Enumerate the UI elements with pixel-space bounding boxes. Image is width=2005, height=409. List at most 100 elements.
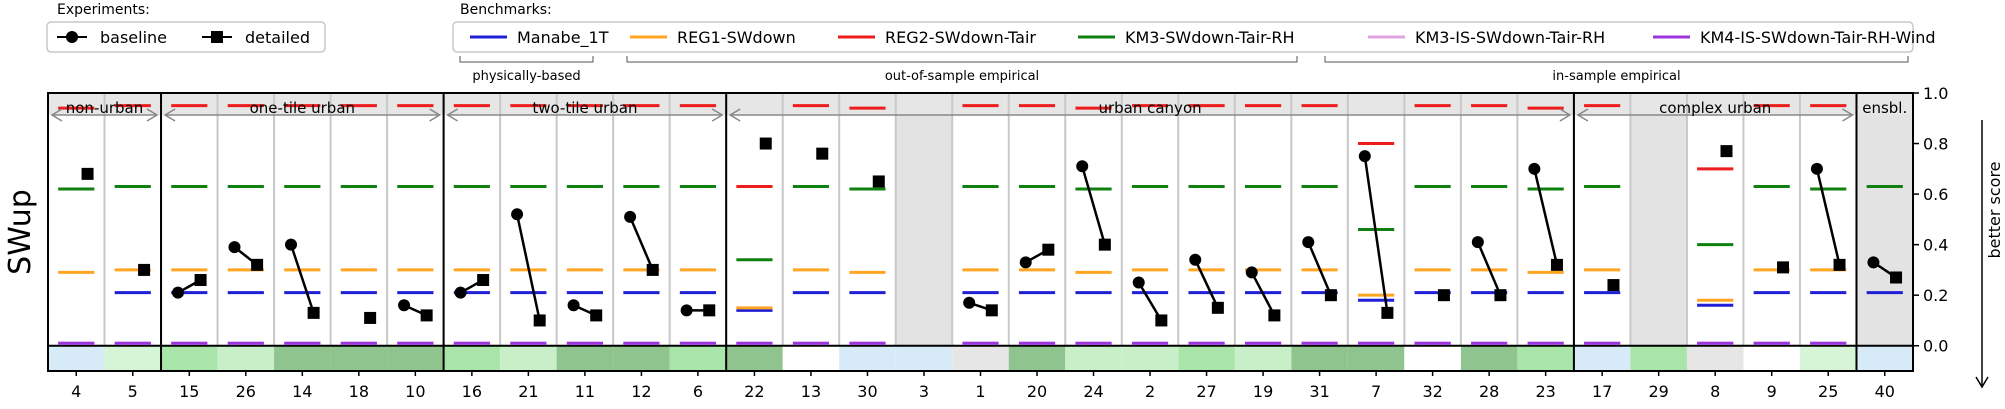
group-label-0: non-urban bbox=[66, 99, 144, 117]
baseline-point bbox=[228, 241, 241, 254]
baseline-point bbox=[1471, 236, 1484, 249]
benchmark-group-bracket-0 bbox=[459, 56, 594, 63]
category-strip-18 bbox=[330, 345, 388, 371]
category-strip-9 bbox=[1743, 345, 1800, 371]
detailed-point bbox=[364, 311, 377, 324]
detailed-point bbox=[646, 263, 659, 276]
experiment-connector bbox=[1815, 168, 1841, 266]
category-strip-22 bbox=[726, 345, 783, 371]
category-strip-28 bbox=[1460, 345, 1518, 371]
baseline-point bbox=[1132, 276, 1145, 289]
experiment-connector bbox=[289, 244, 315, 314]
x-tick-label-12: 12 bbox=[631, 382, 651, 401]
group-label-2: two-tile urban bbox=[532, 99, 637, 117]
category-strip-11 bbox=[556, 345, 614, 371]
baseline-point bbox=[1245, 266, 1258, 279]
x-tick-label-29: 29 bbox=[1649, 382, 1669, 401]
group-arrow-right bbox=[429, 108, 442, 122]
detailed-point bbox=[307, 306, 320, 319]
category-strip-27 bbox=[1178, 345, 1235, 371]
experiment-connector bbox=[1137, 281, 1163, 322]
x-tick-label-13: 13 bbox=[801, 382, 821, 401]
x-tick-label-26: 26 bbox=[236, 382, 256, 401]
x-tick-label-10: 10 bbox=[405, 382, 425, 401]
group-header-band bbox=[48, 93, 1913, 115]
detailed-point bbox=[1550, 258, 1563, 271]
detailed-point bbox=[533, 314, 546, 327]
category-strip-29 bbox=[1630, 345, 1687, 371]
detailed-point bbox=[1042, 243, 1055, 256]
experiment-connector bbox=[1533, 168, 1559, 266]
detailed-legend-marker bbox=[211, 31, 223, 43]
experiments-legend-title: Experiments: bbox=[57, 2, 150, 18]
baseline-point bbox=[1019, 256, 1032, 269]
category-strip-6 bbox=[669, 345, 727, 371]
benchmark-legend-label-r2: REG2-SWdown-Tair bbox=[885, 28, 1036, 47]
x-tick-label-14: 14 bbox=[292, 382, 312, 401]
benchmark-legend-label-m: Manabe_1T bbox=[517, 28, 609, 48]
baseline-point bbox=[1302, 236, 1315, 249]
group-arrow-left bbox=[163, 108, 176, 122]
x-tick-label-17: 17 bbox=[1592, 382, 1612, 401]
x-tick-label-2: 2 bbox=[1145, 382, 1155, 401]
x-tick-label-16: 16 bbox=[462, 382, 482, 401]
category-strip-31 bbox=[1291, 345, 1348, 371]
experiment-connector bbox=[515, 214, 541, 321]
x-tick-label-11: 11 bbox=[575, 382, 595, 401]
detailed-point bbox=[816, 147, 829, 160]
category-strip-25 bbox=[1799, 345, 1857, 371]
empty-column-40 bbox=[1856, 93, 1913, 346]
group-label-1: one-tile urban bbox=[250, 99, 355, 117]
benchmark-legend-label-r1: REG1-SWdown bbox=[677, 28, 796, 47]
x-tick-label-31: 31 bbox=[1309, 382, 1329, 401]
empty-column-3 bbox=[895, 93, 953, 346]
baseline-point bbox=[567, 299, 580, 312]
benchmark-legend-label-k4: KM4-IS-SWdown-Tair-RH-Wind bbox=[1700, 28, 1936, 47]
baseline-point bbox=[171, 286, 184, 299]
group-arrow-right bbox=[1559, 108, 1572, 122]
x-tick-label-1: 1 bbox=[975, 382, 985, 401]
detailed-point bbox=[251, 258, 264, 271]
x-tick-label-7: 7 bbox=[1371, 382, 1381, 401]
baseline-point bbox=[963, 296, 976, 309]
x-tick-label-28: 28 bbox=[1479, 382, 1499, 401]
detailed-point bbox=[1437, 289, 1450, 302]
benchmark-group-label-1: out-of-sample empirical bbox=[885, 69, 1039, 84]
category-strip-5 bbox=[104, 345, 162, 371]
category-strip-12 bbox=[613, 345, 670, 371]
x-tick-label-8: 8 bbox=[1710, 382, 1720, 401]
detailed-point bbox=[759, 137, 772, 150]
baseline-point bbox=[454, 286, 467, 299]
experiments-legend: Experiments: baseline detailed bbox=[46, 2, 326, 53]
baseline-point bbox=[1867, 256, 1880, 269]
baseline-point bbox=[1810, 162, 1823, 175]
category-strip-3 bbox=[895, 345, 953, 371]
x-tick-label-25: 25 bbox=[1818, 382, 1838, 401]
detailed-point bbox=[1720, 145, 1733, 158]
benchmarks-legend-frame bbox=[452, 21, 1914, 53]
x-tick-label-24: 24 bbox=[1083, 382, 1103, 401]
benchmark-legend-label-k3is: KM3-IS-SWdown-Tair-RH bbox=[1415, 28, 1605, 47]
category-strip-17 bbox=[1573, 345, 1631, 371]
detailed-legend-label: detailed bbox=[245, 28, 310, 47]
category-strip-30 bbox=[839, 345, 896, 371]
category-strip-40 bbox=[1856, 345, 1913, 371]
detailed-point bbox=[194, 274, 207, 287]
category-strip-8 bbox=[1686, 345, 1744, 371]
x-tick-label-23: 23 bbox=[1535, 382, 1555, 401]
detailed-point bbox=[420, 309, 433, 322]
category-strip-7 bbox=[1347, 345, 1405, 371]
category-strip-16 bbox=[443, 345, 501, 371]
detailed-point bbox=[1155, 314, 1168, 327]
detailed-point bbox=[703, 304, 716, 317]
x-tick-label-30: 30 bbox=[857, 382, 877, 401]
experiment-connector bbox=[1476, 241, 1502, 296]
x-tick-label-21: 21 bbox=[518, 382, 538, 401]
category-strip-1 bbox=[952, 345, 1009, 371]
baseline-point bbox=[511, 208, 524, 221]
benchmark-group-label-0: physically-based bbox=[472, 69, 580, 84]
x-tick-label-6: 6 bbox=[693, 382, 703, 401]
y-tick-label: 0.8 bbox=[1923, 135, 1948, 154]
detailed-point bbox=[985, 304, 998, 317]
